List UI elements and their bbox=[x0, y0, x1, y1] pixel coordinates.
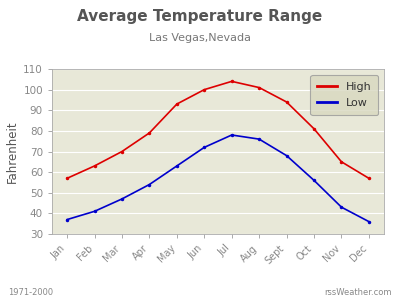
Text: rssWeather.com: rssWeather.com bbox=[324, 288, 392, 297]
Legend: High, Low: High, Low bbox=[310, 75, 378, 115]
Text: Las Vegas,Nevada: Las Vegas,Nevada bbox=[149, 33, 251, 43]
Y-axis label: Fahrenheit: Fahrenheit bbox=[6, 120, 19, 183]
Text: 1971-2000: 1971-2000 bbox=[8, 288, 53, 297]
Text: Average Temperature Range: Average Temperature Range bbox=[77, 9, 323, 24]
